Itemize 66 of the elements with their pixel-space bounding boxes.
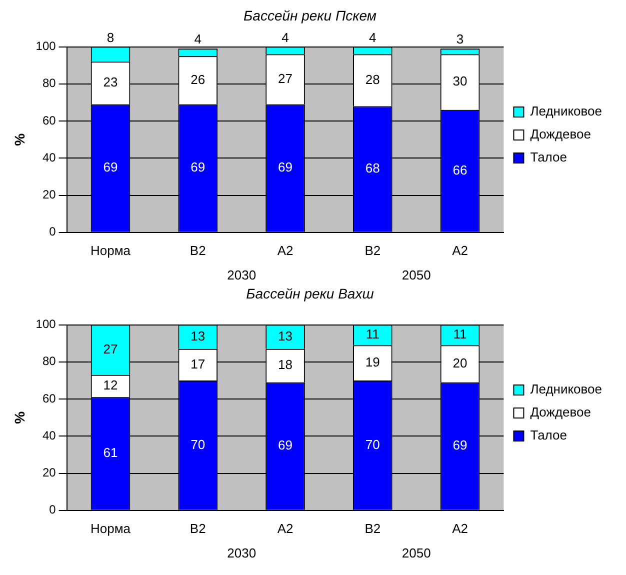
data-label: 20 [452, 355, 468, 370]
data-label: 69 [278, 160, 292, 175]
y-tick-label: 80 [42, 76, 56, 90]
legend-label: Ледниковое [530, 104, 602, 119]
data-label: 27 [278, 70, 292, 86]
data-label: 69 [103, 160, 118, 175]
text: 2030 [227, 546, 256, 561]
data-label: 8 [106, 30, 114, 45]
data-label: 12 [103, 378, 118, 393]
legend-label: Ледниковое [530, 382, 602, 397]
data-label: 3 [456, 32, 464, 47]
data-label: 70 [365, 436, 380, 452]
text: 2050 [402, 546, 431, 561]
data-label: 4 [369, 30, 376, 45]
chart-title: Бассейн реки Вахш [246, 285, 374, 302]
legend-label: Дождевое [530, 126, 591, 142]
legend-label: Талое [530, 150, 567, 165]
y-axis-title: % [11, 410, 28, 424]
chart-title: Бассейн реки Пскем [244, 7, 377, 24]
x-tick-label: B2 [190, 520, 206, 536]
data-label: 61 [103, 445, 118, 460]
data-label: 13 [278, 328, 292, 344]
data-label: 66 [452, 162, 468, 178]
data-label: 13 [190, 328, 206, 344]
data-label: 17 [190, 356, 206, 372]
y-tick-label: 80 [42, 354, 56, 368]
data-label: 28 [365, 72, 380, 87]
legend-label: Дождевое [530, 404, 591, 420]
x-tick-label: A2 [277, 242, 294, 258]
data-label: 11 [453, 326, 467, 342]
data-label: 23 [103, 74, 118, 90]
y-tick-label: 60 [42, 391, 56, 406]
data-label: 4 [194, 32, 202, 47]
data-label: 18 [278, 357, 292, 372]
data-label: 70 [190, 436, 206, 452]
x-tick-label: B2 [364, 520, 381, 536]
text: 2030 [227, 268, 256, 283]
text: 2050 [402, 268, 431, 283]
data-label: 26 [190, 72, 206, 87]
x-tick-label: Норма [90, 242, 132, 258]
x-tick-label: Норма [90, 520, 132, 536]
x-tick-label: B2 [190, 242, 206, 258]
y-tick-label: 40 [42, 428, 56, 442]
data-label: 19 [365, 354, 380, 370]
y-tick-label: 20 [42, 188, 56, 202]
data-label: 69 [452, 438, 468, 453]
y-tick-label: 20 [42, 466, 56, 480]
data-label: 69 [190, 160, 206, 175]
y-tick-label: 40 [42, 150, 56, 164]
x-tick-label: A2 [452, 520, 468, 536]
y-axis-title: % [11, 132, 28, 146]
data-label: 11 [366, 326, 380, 342]
y-tick-label: 100 [36, 317, 56, 332]
data-label: 30 [452, 74, 468, 89]
x-tick-label: A2 [452, 242, 468, 258]
x-tick-label: A2 [277, 520, 294, 536]
y-tick-label: 100 [36, 39, 56, 54]
data-label: 4 [282, 30, 289, 45]
data-label: 69 [278, 438, 292, 453]
data-label: 68 [365, 160, 380, 176]
y-tick-label: 60 [42, 113, 56, 128]
x-tick-label: B2 [364, 242, 381, 258]
legend-label: Талое [530, 428, 567, 443]
y-tick-label: 0 [49, 502, 56, 517]
data-label: 27 [103, 341, 118, 356]
y-tick-label: 0 [49, 224, 56, 239]
